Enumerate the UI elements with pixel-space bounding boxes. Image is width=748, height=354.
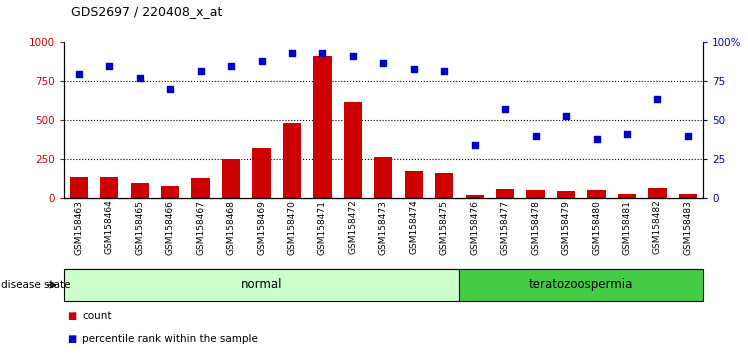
Bar (405, 171, 423, 198)
Point (560, 113, 572, 119)
Text: percentile rank within the sample: percentile rank within the sample (82, 334, 258, 344)
Point (316, 51, 328, 56)
Text: normal: normal (241, 279, 282, 291)
Bar (527, 190, 545, 198)
Point (590, 136, 602, 142)
Bar (618, 194, 636, 198)
Point (499, 107, 511, 112)
Point (377, 60, 389, 65)
Point (652, 96, 663, 101)
Bar (587, 190, 606, 198)
Bar (459, 269, 703, 301)
Bar (222, 159, 240, 198)
Point (103, 63, 115, 69)
Point (225, 63, 237, 69)
Point (347, 54, 359, 59)
Bar (313, 57, 331, 198)
Bar (649, 188, 666, 198)
Text: ■: ■ (67, 311, 76, 321)
Bar (252, 148, 271, 198)
Text: ■: ■ (67, 334, 76, 344)
Point (256, 58, 268, 64)
Point (530, 133, 542, 139)
Point (621, 132, 633, 137)
Point (134, 75, 146, 81)
Bar (70, 177, 88, 198)
Text: disease state: disease state (1, 280, 70, 290)
Bar (678, 194, 697, 198)
Point (438, 68, 450, 73)
Point (194, 68, 206, 73)
Text: count: count (82, 311, 111, 321)
Point (408, 66, 420, 72)
Text: GDS2697 / 220408_x_at: GDS2697 / 220408_x_at (71, 5, 222, 18)
Bar (435, 173, 453, 198)
Bar (557, 191, 575, 198)
Bar (374, 157, 393, 198)
Point (164, 86, 176, 92)
Point (286, 51, 298, 56)
Bar (283, 124, 301, 198)
Point (73, 71, 85, 76)
Bar (161, 186, 180, 198)
Bar (465, 195, 484, 198)
Text: teratozoospermia: teratozoospermia (529, 279, 634, 291)
Bar (344, 102, 362, 198)
Bar (64, 269, 459, 301)
Point (469, 142, 481, 148)
Bar (131, 183, 149, 198)
Bar (496, 189, 515, 198)
Bar (191, 178, 209, 198)
Point (682, 133, 694, 139)
Bar (100, 177, 118, 198)
